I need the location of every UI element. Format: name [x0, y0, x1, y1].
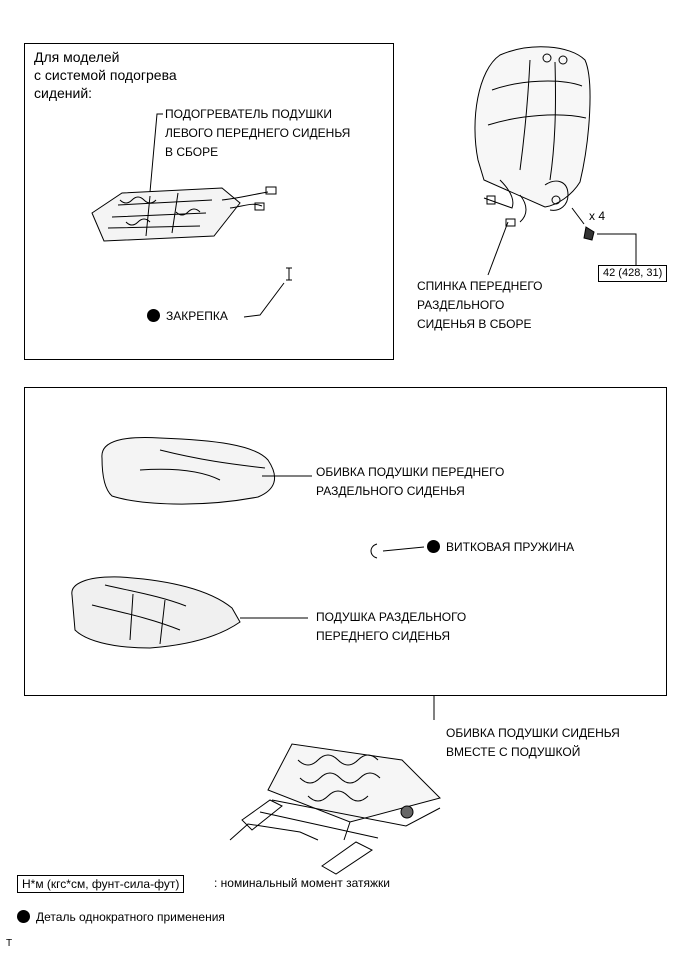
non-reusable-dot-icon [17, 910, 30, 923]
seat-heater-label: ПОДОГРЕВАТЕЛЬ ПОДУШКИ ЛЕВОГО ПЕРЕДНЕГО С… [165, 107, 351, 159]
seatback-label: СПИНКА ПЕРЕДНЕГО РАЗДЕЛЬНОГО СИДЕНЬЯ В С… [417, 279, 543, 331]
corner-mark: T [6, 938, 13, 949]
heater-group-frame [24, 43, 394, 360]
bolt-quantity: x 4 [589, 209, 606, 223]
non-reusable-dot-icon [147, 309, 160, 322]
heater-models-note: Для моделей с системой подогрева сидений… [34, 49, 177, 101]
cushion-cover-label: ОБИВКА ПОДУШКИ ПЕРЕДНЕГО РАЗДЕЛЬНОГО СИД… [316, 465, 505, 498]
seatback-drawing [474, 46, 637, 276]
cushion-pad-drawing [71, 576, 308, 649]
seat-heater-drawing [91, 113, 277, 242]
cushion-pad-label: ПОДУШКА РАЗДЕЛЬНОГО ПЕРЕДНЕГО СИДЕНЬЯ [316, 610, 467, 643]
clip-label: ЗАКРЕПКА [147, 307, 228, 326]
cushion-cover-drawing [101, 437, 312, 505]
legend-non-reusable: Деталь однократного применения [17, 908, 225, 927]
coil-spring-label: ВИТКОВАЯ ПРУЖИНА [427, 538, 574, 557]
legend-torque-unit: Н*м (кгс*см, фунт-сила-фут) [17, 875, 185, 893]
legend-torque-desc: : номинальный момент затяжки [214, 876, 390, 890]
seat-frame-drawing [229, 743, 441, 875]
cushion-group-frame [24, 387, 667, 696]
non-reusable-dot-icon [427, 540, 440, 553]
torque-spec-box: 42 (428, 31) [598, 265, 668, 282]
clip-drawing [243, 267, 292, 318]
seat-cushion-assembly-label: ОБИВКА ПОДУШКИ СИДЕНЬЯ ВМЕСТЕ С ПОДУШКОЙ [446, 726, 620, 759]
coil-spring-drawing [370, 543, 425, 559]
